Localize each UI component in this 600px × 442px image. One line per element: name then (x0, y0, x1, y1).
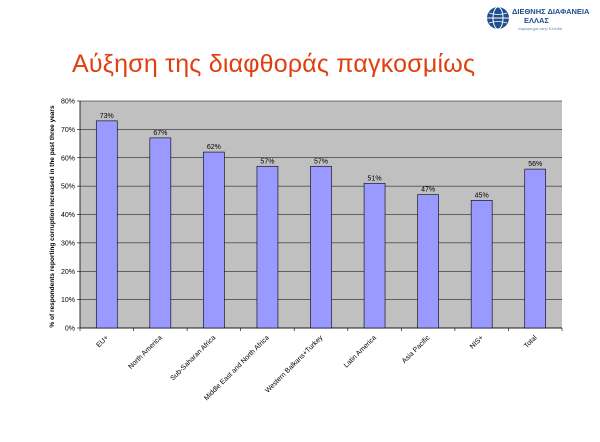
logo-line1: ΔΙΕΘΝΗΣ ΔΙΑΦΑΝΕΙΑ (512, 7, 590, 16)
data-label: 67% (153, 130, 167, 137)
y-tick-label: 60% (61, 155, 75, 162)
y-tick-label: 10% (61, 297, 75, 304)
data-label: 57% (260, 158, 274, 165)
bar (363, 182, 386, 329)
data-label: 51% (368, 175, 382, 182)
logo-line2: ΕΛΛΑΣ (524, 16, 549, 25)
bar (310, 165, 332, 329)
y-tick-label: 80% (61, 99, 75, 106)
category-label: Total (523, 334, 539, 350)
y-tick-label: 70% (61, 127, 75, 134)
logo: ΔΙΕΘΝΗΣ ΔΙΑΦΑΝΕΙΑ ΕΛΛΑΣ παράρτημα στην Ε… (486, 4, 596, 38)
bar (95, 120, 118, 329)
category-label: Asia Pacific (401, 334, 432, 365)
category-label: North America (127, 334, 163, 370)
y-tick-label: 40% (61, 212, 75, 219)
bar (417, 194, 439, 329)
category-label: Sub-Saharan Africa (169, 334, 217, 382)
data-label: 73% (100, 113, 114, 120)
bar (524, 168, 547, 329)
category-label: EU+ (95, 334, 110, 349)
y-tick-label: 0% (65, 326, 75, 333)
category-label: Western Balkans+Turkey (264, 334, 324, 394)
y-tick-label: 50% (61, 184, 75, 191)
globe-logo-icon (487, 6, 509, 30)
y-tick-label: 30% (61, 240, 75, 247)
bar (149, 137, 172, 329)
logo-tagline: παράρτημα στην Ελλάδα (518, 26, 563, 31)
bar (203, 151, 225, 329)
page-title: Αύξηση της διαφθοράς παγκοσμίως (72, 50, 476, 78)
y-tick-label: 20% (61, 269, 75, 276)
data-label: 45% (475, 192, 489, 199)
data-label: 56% (528, 161, 542, 168)
bar (256, 165, 279, 329)
data-label: 57% (314, 158, 328, 165)
category-label: Middle East and North Africa (203, 334, 271, 402)
category-label: NIS+ (469, 334, 485, 350)
data-label: 47% (421, 187, 435, 194)
y-axis-label: % of respondents reporting corruption in… (49, 105, 56, 328)
data-label: 62% (207, 144, 221, 151)
bar (470, 200, 493, 329)
category-label: Latin America (343, 334, 378, 369)
